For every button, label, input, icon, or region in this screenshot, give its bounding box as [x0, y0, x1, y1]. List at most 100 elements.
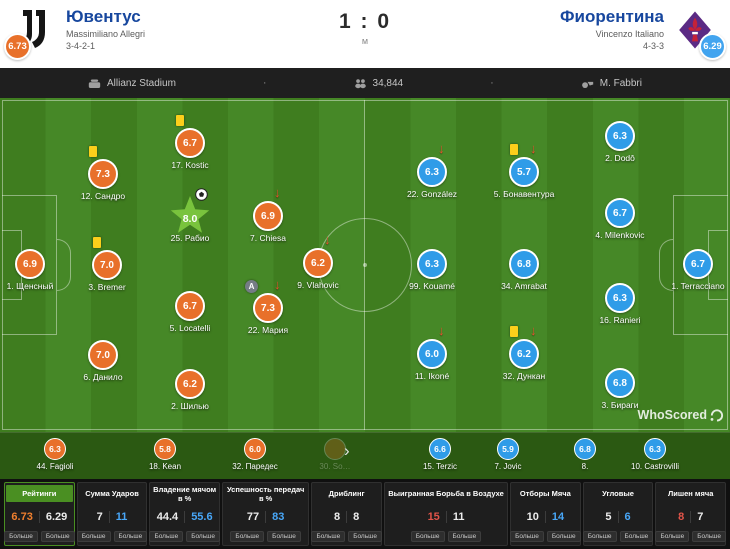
home-team-name[interactable]: Ювентус [66, 7, 141, 26]
player-rating-circle[interactable]: 7.3 [88, 159, 118, 189]
player-name-label: 17. Kostic [171, 160, 209, 170]
player-rating-circle[interactable]: 6.3 [605, 283, 635, 313]
substitute-rating-circle[interactable]: 6.8 [574, 438, 596, 460]
player-name-label: 9. Vlahovic [297, 280, 339, 290]
stat-home-value: 44.4 [156, 511, 179, 523]
yellow-card-icon [176, 115, 184, 126]
more-button-away[interactable]: Больше [348, 531, 382, 542]
away-logo-wrap: 6.29 [676, 8, 726, 60]
more-button-home[interactable]: Больше [582, 531, 617, 542]
more-buttons-row: Больше Больше [4, 531, 75, 542]
player-rating-circle[interactable]: 7.0 [92, 250, 122, 280]
more-button-away[interactable]: Больше [692, 531, 726, 542]
player-rating-circle[interactable]: 6.2 [509, 339, 539, 369]
attendance-value: 34,844 [372, 77, 404, 89]
substitute-rating-circle[interactable]: 6.6 [429, 438, 451, 460]
more-button-home[interactable]: Больше [230, 531, 265, 542]
substitute-rating-circle[interactable]: 6.3 [44, 438, 66, 460]
subs-scroll-right-icon[interactable]: › [344, 441, 350, 460]
more-button-home[interactable]: Больше [149, 531, 184, 542]
referee-name: M. Fabbri [599, 77, 642, 89]
stat-card: Владение мячом в % 44.4 55.6 Больше Больше [149, 482, 221, 546]
pitch: WhoScored 6.9 1. Щенсный 7.3 12. Сандро 7.0 3… [0, 98, 730, 432]
more-button-home[interactable]: Больше [510, 531, 544, 542]
stat-card: Сумма Ударов 7 11 Больше Больше [76, 482, 148, 546]
stadium-name: Allianz Stadium [107, 77, 176, 89]
stat-away-value: 11 [445, 510, 471, 523]
substitute-rating-circle[interactable]: 6.3 [644, 438, 666, 460]
stat-away-value: 14 [544, 510, 570, 523]
player-rating-circle[interactable]: 6.7 [605, 198, 635, 228]
away-rating-badge: 6.29 [699, 33, 726, 60]
attendance-info: 34,844 [354, 77, 404, 90]
more-button-away[interactable]: Больше [546, 531, 581, 542]
subbed-off-icon: ↓ [274, 277, 281, 292]
stat-away-value: 8 [346, 510, 365, 523]
subbed-off-icon: ↓ [530, 323, 537, 338]
stat-label[interactable]: Рейтинги [6, 485, 73, 502]
more-buttons-row: Больше Больше [230, 531, 301, 542]
stat-values: 7 11 [91, 502, 134, 531]
player-name-label: 11. Ikoné [414, 371, 450, 381]
player-rating-circle[interactable]: 7.0 [88, 340, 118, 370]
player-rating-circle[interactable]: 6.8 [605, 368, 635, 398]
substitute-rating-circle[interactable] [324, 438, 346, 460]
away-formation: 4-3-3 [642, 40, 664, 51]
player-rating-circle[interactable]: 5.7 [509, 157, 539, 187]
player-name-label: 6. Данило [83, 372, 123, 382]
subbed-off-icon: ↓ [324, 232, 331, 247]
stat-home-value: 6.73 [11, 510, 33, 523]
assist-icon: A [245, 280, 258, 293]
home-rating-badge: 6.73 [4, 33, 31, 60]
player-name-label: 5. Locatelli [169, 323, 211, 333]
stat-card: Лишен мяча 8 7 Больше Больше [655, 482, 727, 546]
left-penalty-arc [57, 239, 71, 291]
more-button-home[interactable]: Больше [410, 531, 445, 542]
player-rating-circle[interactable]: 6.7 [683, 249, 713, 279]
more-buttons-row: Больше Больше [149, 531, 220, 542]
player-rating-circle[interactable]: 7.3 [253, 293, 283, 323]
stat-away-value: 6 [617, 510, 637, 523]
player-rating-circle[interactable]: 6.3 [417, 157, 447, 187]
more-button-away[interactable]: Больше [267, 531, 301, 542]
more-button-home[interactable]: Больше [4, 531, 38, 542]
player-name-label: 2. Шилью [171, 401, 209, 411]
player-rating-circle[interactable]: 6.8 [509, 249, 539, 279]
right-penalty-area [673, 195, 728, 335]
player-rating-circle[interactable]: 6.9 [15, 249, 45, 279]
player-name-label: 99. Kouamé [409, 281, 455, 291]
player-rating-circle[interactable]: 6.7 [175, 128, 205, 158]
goal-ball-icon [195, 188, 208, 201]
substitute-rating-circle[interactable]: 5.8 [154, 438, 176, 460]
match-stats-bar: Рейтинги 6.73 6.29 Больше Больше Сумма Ударов… [0, 479, 730, 549]
player-rating-circle[interactable]: 6.0 [417, 339, 447, 369]
more-buttons-row: Больше Больше [410, 531, 482, 542]
more-button-home[interactable]: Больше [655, 531, 690, 542]
player-rating-circle[interactable]: 6.7 [175, 291, 205, 321]
player-rating-circle[interactable]: 6.2 [175, 369, 205, 399]
stat-label: Владение мячом в % [153, 485, 217, 503]
yellow-card-icon [93, 237, 101, 248]
player-rating-circle[interactable]: 6.3 [417, 249, 447, 279]
more-button-away[interactable]: Больше [619, 531, 654, 542]
player-rating-circle[interactable]: 6.3 [605, 121, 635, 151]
whoscored-text: WhoScored [637, 407, 707, 422]
more-buttons-row: Больше Больше [582, 531, 654, 542]
more-button-home[interactable]: Больше [76, 531, 111, 542]
more-button-home[interactable]: Больше [311, 531, 346, 542]
player-name-label: 1. Terracciano [671, 281, 725, 291]
substitute-rating-circle[interactable]: 6.0 [244, 438, 266, 460]
player-rating-circle[interactable]: 6.2 [303, 248, 333, 278]
player-rating-circle[interactable]: 6.9 [253, 201, 283, 231]
more-button-away[interactable]: Больше [113, 531, 148, 542]
more-button-away[interactable]: Больше [447, 531, 482, 542]
substitute-name-label: 18. Kean [148, 462, 182, 471]
referee-info: M. Fabbri [581, 77, 642, 90]
more-button-away[interactable]: Больше [186, 531, 220, 542]
subbed-off-icon: ↓ [530, 141, 537, 156]
away-team-name[interactable]: Фиорентина [560, 7, 664, 26]
substitute-rating-circle[interactable]: 5.9 [497, 438, 519, 460]
more-button-away[interactable]: Больше [40, 531, 75, 542]
